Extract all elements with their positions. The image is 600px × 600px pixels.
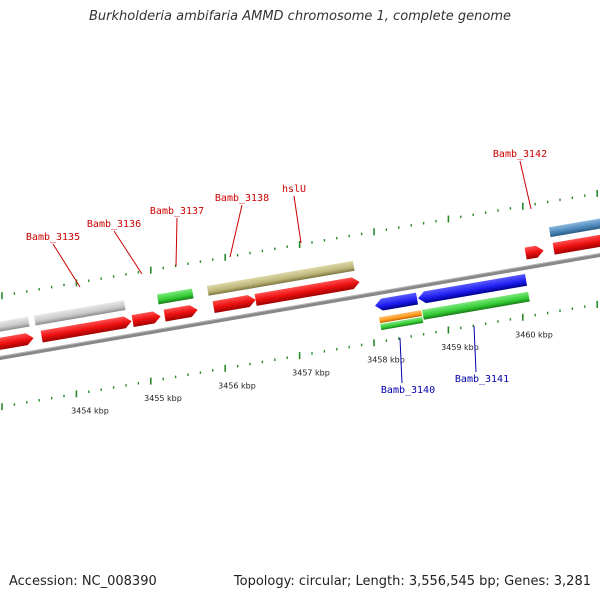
accession-text: Accession: NC_008390 [9,574,157,589]
kbp-tick-label: 3460 kbp [515,330,553,339]
gene-bamb-3140-green[interactable] [380,316,424,331]
gene-bamb-3138[interactable] [206,278,251,296]
cds-bamb-3135-shape[interactable] [40,315,133,343]
label-leader-line [293,195,302,244]
label-leader-line [175,217,178,267]
kbp-tick-label: 3459 kbp [441,343,479,352]
cds-bamb-3138-shape[interactable] [212,294,257,314]
cds-bamb-3137-shape[interactable] [163,304,199,322]
lower-tick-row [1,300,599,411]
backbone-layer [0,252,600,361]
tick-layer [1,189,599,411]
gene-layer [0,216,600,352]
gene-hslu[interactable] [248,260,355,289]
cds-bamb-3142-shape[interactable] [524,245,545,260]
gene-grey-left-shape[interactable] [0,316,30,335]
forward-gene-label[interactable]: hslU [282,184,306,244]
cds-bamb-3140[interactable] [374,292,419,312]
cds-bamb-3137[interactable] [163,304,199,322]
gene-bamb-3135-shape[interactable] [33,300,126,326]
gene-bamb-3138-shape[interactable] [206,278,251,296]
gene-bamb-3140-orange[interactable] [379,310,423,324]
topology-text: Topology: circular; Length: 3,556,545 bp… [233,574,591,589]
map-title: Burkholderia ambifaria AMMD chromosome 1… [88,9,512,24]
cds-bamb-3141-shape[interactable] [417,273,528,304]
cds-bamb-3140-shape[interactable] [374,292,419,312]
gene-grey-left[interactable] [0,316,30,335]
gene-bamb-3135[interactable] [33,300,126,326]
label-leader-line [113,230,143,275]
kbp-tick-label: 3455 kbp [144,394,182,403]
forward-gene-label[interactable]: Bamb_3137 [150,206,204,267]
upper-tick-row [1,189,599,300]
cds-red-left-shape[interactable] [0,332,35,352]
forward-gene-label[interactable]: Bamb_3142 [493,149,547,210]
forward-gene-label[interactable]: Bamb_3136 [87,219,143,275]
kbp-tick-label: 3458 kbp [367,356,405,365]
gene-label-text[interactable]: Bamb_3140 [381,385,435,396]
gene-bamb-3140-green-shape[interactable] [380,316,424,331]
backbone-highlight [0,252,600,358]
gene-bamb-3137-shape[interactable] [156,288,194,305]
gene-bamb-3141-shape[interactable] [422,291,530,320]
cds-hslu[interactable] [254,276,361,306]
label-leader-line [519,160,532,210]
cds-red-right[interactable] [552,233,600,255]
label-leader-line [229,204,243,258]
cds-red-left[interactable] [0,332,35,352]
gene-label-text[interactable]: Bamb_3135 [26,232,80,243]
gene-label-text[interactable]: Bamb_3141 [455,374,509,385]
gene-bamb-3137[interactable] [156,288,194,305]
gene-label-text[interactable]: Bamb_3138 [215,193,269,204]
cds-bamb-3136-shape[interactable] [131,310,162,327]
label-leader-line [473,325,477,373]
label-leader-line [399,337,403,384]
label-layer: 3454 kbp 3455 kbp 3456 kbp 3457 kbp 3458 kbp… [26,149,553,416]
cds-bamb-3138[interactable] [212,294,257,314]
forward-gene-label[interactable]: Bamb_3138 [215,193,269,258]
cds-bamb-3142[interactable] [524,245,545,260]
kbp-tick-label: 3454 kbp [71,407,109,416]
gene-hslu-shape[interactable] [248,260,355,289]
kbp-tick-label: 3457 kbp [292,369,330,378]
reverse-gene-label[interactable]: Bamb_3140 [381,337,435,396]
gene-label-text[interactable]: hslU [282,184,306,195]
kbp-tick-label: 3456 kbp [218,381,256,390]
gene-bamb-3140-orange-shape[interactable] [379,310,423,324]
gene-label-text[interactable]: Bamb_3142 [493,149,547,160]
cds-bamb-3141[interactable] [417,273,528,304]
gene-steelblue-right-shape[interactable] [548,216,600,238]
cds-bamb-3135[interactable] [40,315,133,343]
backbone-line [0,252,600,361]
gene-steelblue-right[interactable] [548,216,600,238]
label-leader-line [52,243,81,288]
forward-gene-label[interactable]: Bamb_3135 [26,232,81,288]
gene-bamb-3141[interactable] [422,291,530,320]
gene-label-text[interactable]: Bamb_3137 [150,206,204,217]
cds-hslu-shape[interactable] [254,276,361,306]
cds-red-right-shape[interactable] [552,233,600,255]
cds-bamb-3136[interactable] [131,310,162,327]
reverse-gene-label[interactable]: Bamb_3141 [455,325,509,385]
gene-label-text[interactable]: Bamb_3136 [87,219,141,230]
